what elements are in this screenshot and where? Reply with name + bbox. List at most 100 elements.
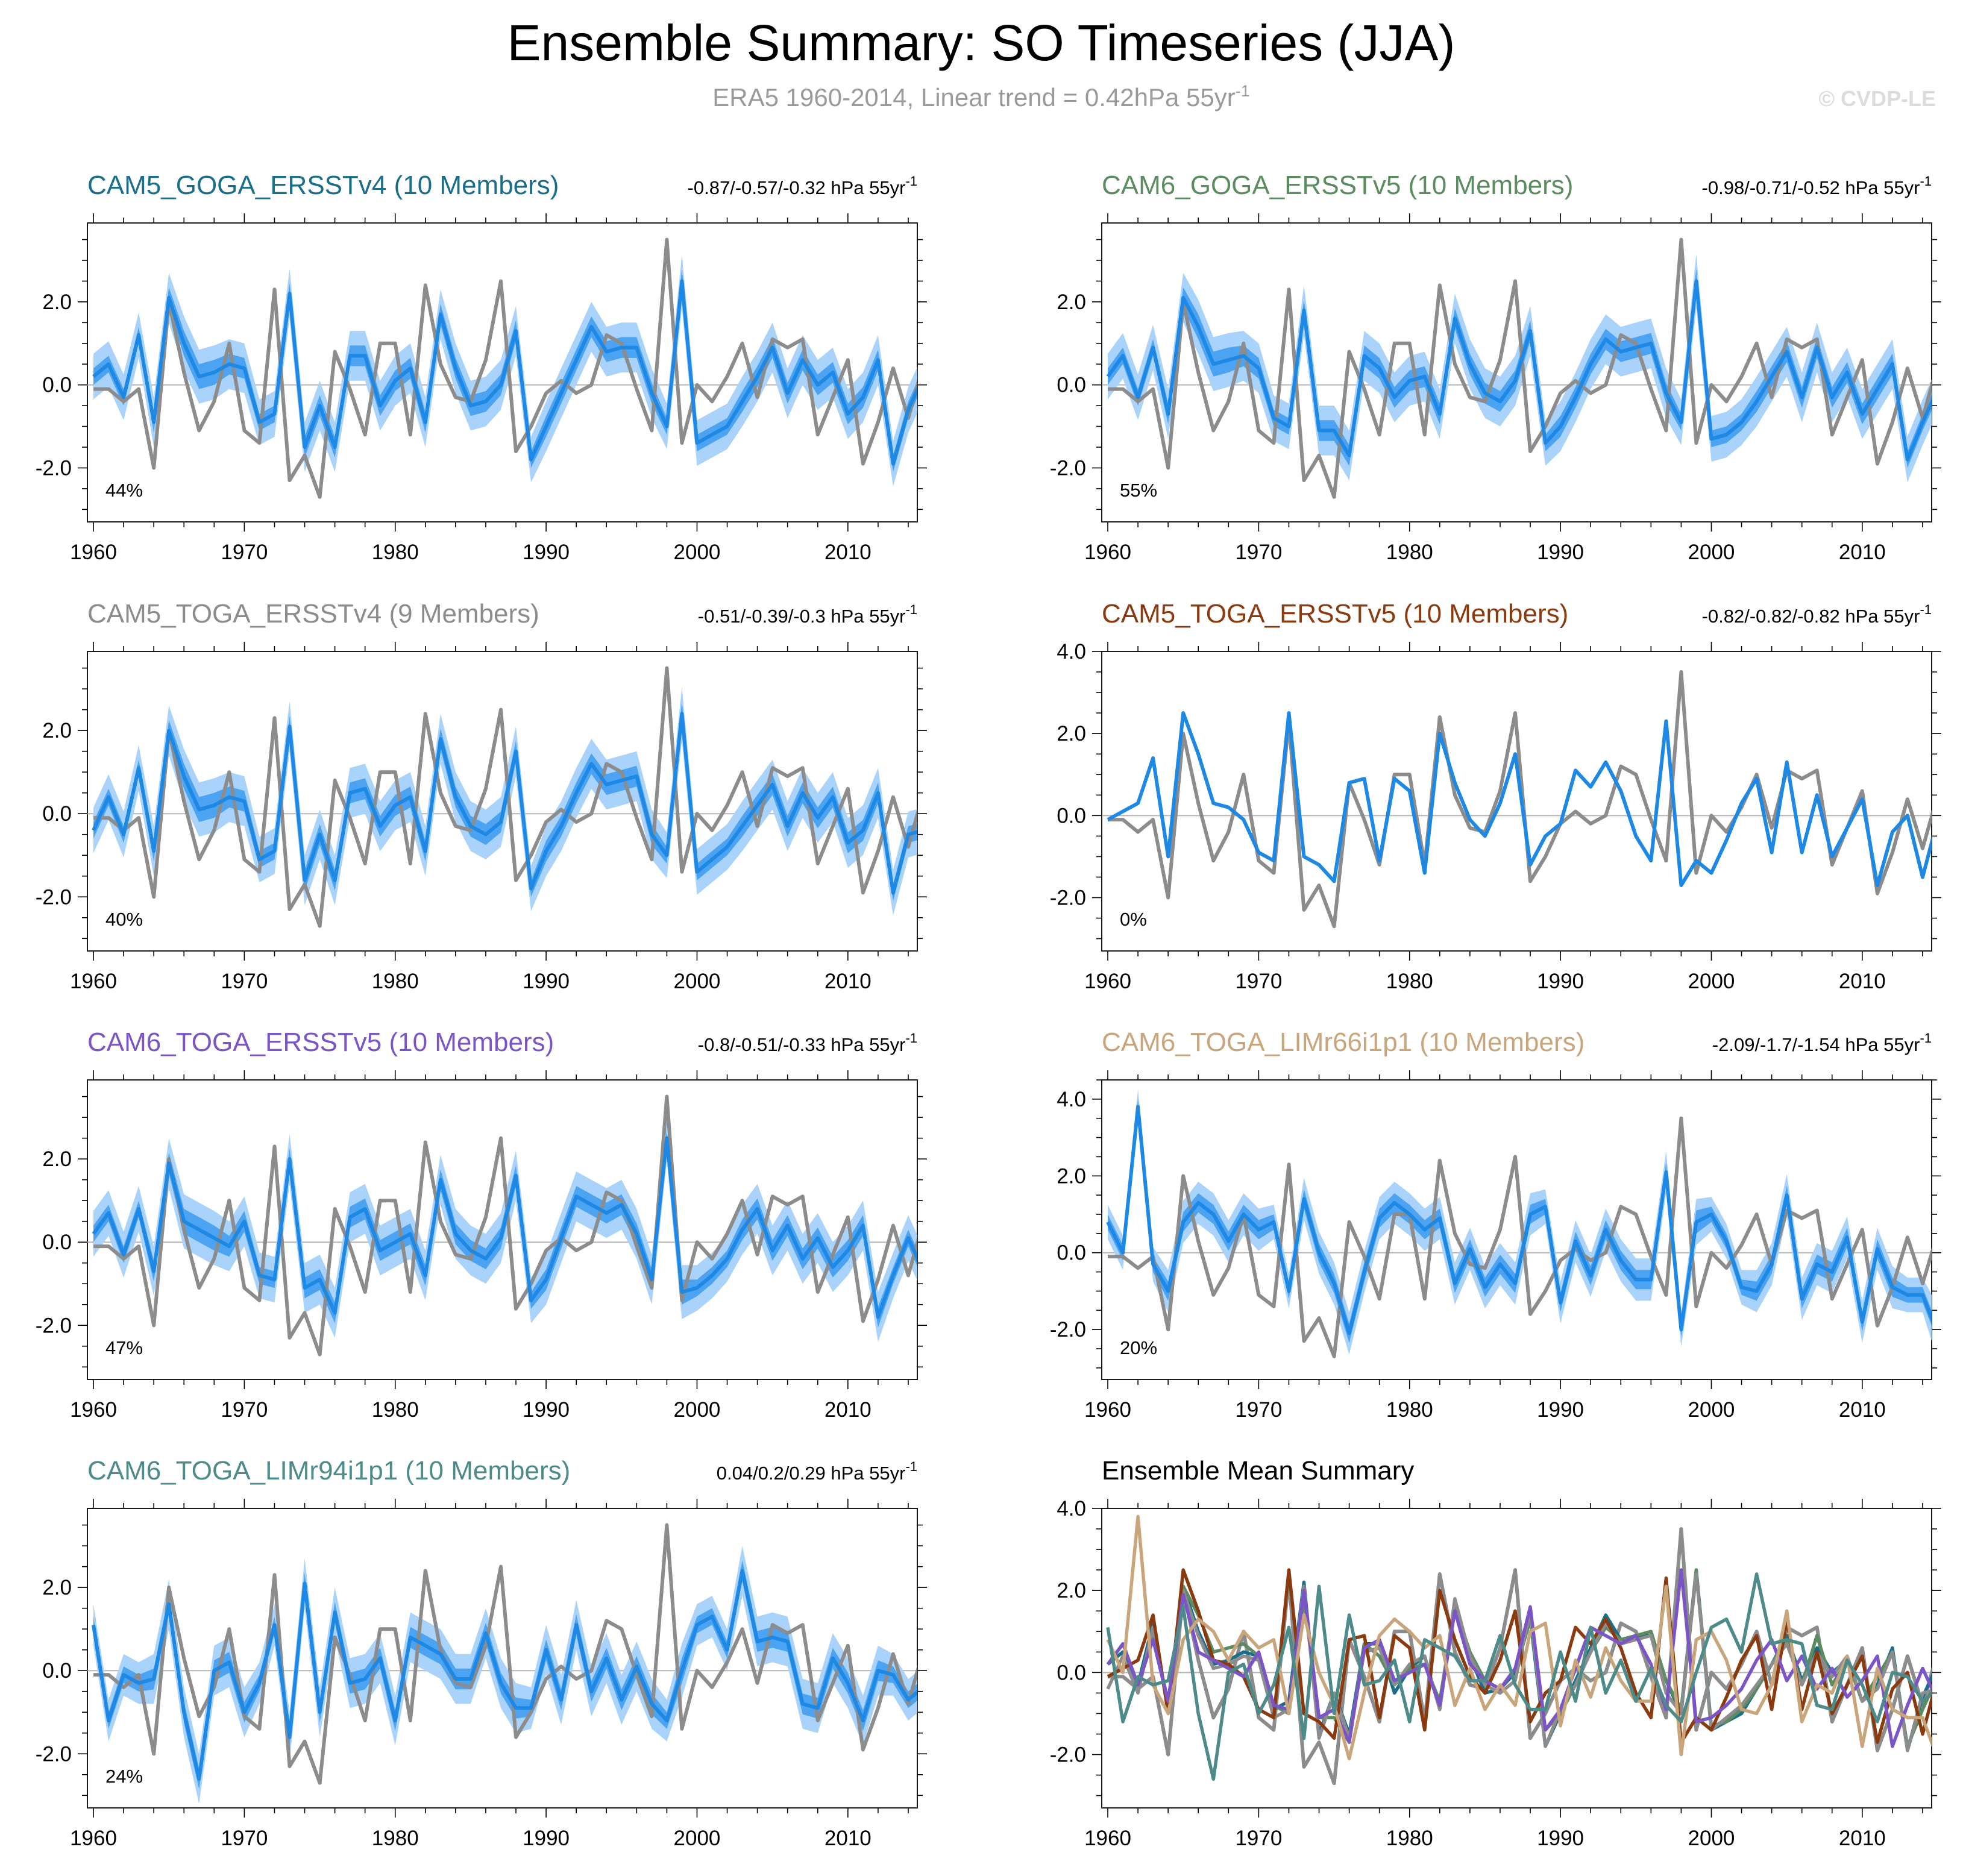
x-tick-label: 2010 [1839, 970, 1886, 993]
panel-title: Ensemble Mean Summary [1102, 1456, 1414, 1485]
percent-label: 40% [105, 909, 143, 930]
panel-7: CAM6_TOGA_LIMr94i1p1 (10 Members) 0.04/0.… [36, 1456, 927, 1850]
x-tick-label: 1970 [221, 1398, 268, 1422]
percent-label: 47% [105, 1337, 143, 1358]
plot-frame [87, 1079, 918, 1380]
x-tick-label: 2000 [1688, 541, 1735, 564]
x-tick-label: 2010 [1839, 1398, 1886, 1422]
x-tick-label: 2000 [674, 1827, 721, 1850]
watermark: © CVDP-LE [1818, 86, 1936, 111]
y-tick-label: 4.0 [1057, 1088, 1086, 1111]
x-tick-label: 1980 [1386, 970, 1433, 993]
series-group [92, 666, 917, 928]
trend-label: 0.04/0.2/0.29 hPa 55yr-1 [717, 1459, 917, 1484]
ensemble-mean-line [1107, 711, 1932, 888]
panel-title: CAM5_TOGA_ERSSTv5 (10 Members) [1102, 599, 1568, 629]
y-tick-label: 2.0 [1057, 1579, 1086, 1602]
panel-2: CAM6_GOGA_ERSSTv5 (10 Members) -0.98/-0.7… [1050, 171, 1941, 564]
y-tick-label: 0.0 [42, 802, 72, 826]
y-tick-label: -2.0 [1050, 1318, 1086, 1341]
trend-value: 0.04/0.2/0.29 hPa 55yr [717, 1463, 906, 1484]
x-tick-label: 1980 [372, 1398, 419, 1422]
ensemble-mean-line [92, 279, 917, 466]
ensemble-mean-line-cam6-toga-limr94i1p1 [1106, 1572, 1932, 1781]
trend-exponent: -1 [1920, 1031, 1932, 1046]
x-tick-label: 1980 [372, 1827, 419, 1850]
x-tick-label: 1990 [523, 970, 570, 993]
subtitle-exponent: -1 [1236, 82, 1250, 100]
x-tick-label: 1960 [1084, 1827, 1131, 1850]
x-tick-label: 1990 [1537, 1827, 1584, 1850]
panel-title: CAM6_TOGA_LIMr66i1p1 (10 Members) [1102, 1027, 1585, 1057]
plot-frame [1101, 1079, 1932, 1380]
ensemble-mean-line [1106, 279, 1932, 462]
x-tick-label: 1980 [1386, 1398, 1433, 1422]
ensemble-mean-line [1106, 1105, 1932, 1335]
y-tick-label: 2.0 [42, 1147, 72, 1171]
x-tick-label: 2010 [824, 541, 872, 564]
x-tick-label: 1970 [1235, 1827, 1282, 1850]
x-tick-label: 1970 [1235, 541, 1282, 564]
x-tick-label: 1980 [372, 541, 419, 564]
y-tick-label: -2.0 [36, 1314, 72, 1337]
x-tick-label: 2000 [674, 541, 721, 564]
y-tick-label: 4.0 [1057, 640, 1086, 664]
trend-exponent: -1 [905, 1031, 917, 1046]
x-tick-label: 1990 [1537, 541, 1584, 564]
y-tick-label: 2.0 [1057, 722, 1086, 745]
x-tick-label: 1970 [1235, 970, 1282, 993]
panel-title: CAM6_GOGA_ERSSTv5 (10 Members) [1102, 171, 1573, 200]
x-tick-label: 1990 [523, 1827, 570, 1850]
x-tick-label: 2010 [1839, 541, 1886, 564]
series-group [1107, 670, 1932, 929]
observed-series-line [93, 1523, 917, 1785]
trend-value: -2.09/-1.7/-1.54 hPa 55yr [1712, 1034, 1920, 1055]
trend-label: -2.09/-1.7/-1.54 hPa 55yr-1 [1712, 1031, 1932, 1055]
x-tick-label: 2000 [674, 1398, 721, 1422]
series-group [92, 1094, 917, 1357]
x-tick-label: 1960 [70, 1827, 117, 1850]
subtitle: ERA5 1960-2014, Linear trend = 0.42hPa 5… [712, 82, 1249, 111]
ensemble-mean-line [92, 1569, 917, 1781]
trend-value: -0.87/-0.57/-0.32 hPa 55yr [688, 177, 906, 198]
trend-value: -0.8/-0.51/-0.33 hPa 55yr [698, 1034, 906, 1055]
trend-label: -0.98/-0.71/-0.52 hPa 55yr-1 [1702, 174, 1932, 198]
y-tick-label: -2.0 [36, 885, 72, 909]
x-tick-label: 1970 [1235, 1398, 1282, 1422]
x-tick-label: 2000 [674, 970, 721, 993]
x-tick-label: 2000 [1688, 1398, 1735, 1422]
y-tick-label: 0.0 [1057, 804, 1086, 827]
x-tick-label: 1960 [1084, 541, 1131, 564]
percent-label: 44% [105, 480, 143, 501]
x-tick-label: 1960 [1084, 1398, 1131, 1422]
y-tick-label: 2.0 [42, 719, 72, 742]
percent-label: 55% [1120, 480, 1157, 501]
y-tick-label: 4.0 [1057, 1497, 1086, 1520]
x-tick-label: 1990 [1537, 970, 1584, 993]
panel-4: CAM5_TOGA_ERSSTv5 (10 Members) -0.82/-0.8… [1050, 599, 1941, 993]
panel-title: CAM5_TOGA_ERSSTv4 (9 Members) [87, 599, 539, 629]
trend-label: -0.82/-0.82/-0.82 hPa 55yr-1 [1702, 602, 1932, 627]
trend-exponent: -1 [905, 1459, 917, 1474]
y-tick-label: 0.0 [42, 1231, 72, 1254]
x-tick-label: 2010 [824, 1827, 872, 1850]
x-tick-label: 2000 [1688, 1827, 1735, 1850]
x-tick-label: 1960 [70, 1398, 117, 1422]
panel-title: CAM6_TOGA_ERSSTv5 (10 Members) [87, 1027, 554, 1057]
panel-6: CAM6_TOGA_LIMr66i1p1 (10 Members) -2.09/-… [1050, 1027, 1941, 1422]
y-tick-label: 2.0 [42, 1576, 72, 1599]
plot-frame [87, 1508, 918, 1809]
y-tick-label: 2.0 [1057, 1164, 1086, 1188]
trend-exponent: -1 [905, 602, 917, 617]
panel-title: CAM5_GOGA_ERSSTv4 (10 Members) [87, 171, 559, 200]
y-tick-label: 0.0 [1057, 1241, 1086, 1265]
x-tick-label: 1990 [1537, 1398, 1584, 1422]
ensemble-mean-line [92, 1136, 917, 1319]
trend-exponent: -1 [1920, 602, 1932, 617]
x-tick-label: 1960 [1084, 970, 1131, 993]
panel-1: CAM5_GOGA_ERSSTv4 (10 Members) -0.87/-0.5… [36, 171, 927, 564]
x-tick-label: 2000 [1688, 970, 1735, 993]
plot-frame [1101, 1508, 1932, 1809]
trend-value: -0.51/-0.39/-0.3 hPa 55yr [698, 606, 906, 627]
